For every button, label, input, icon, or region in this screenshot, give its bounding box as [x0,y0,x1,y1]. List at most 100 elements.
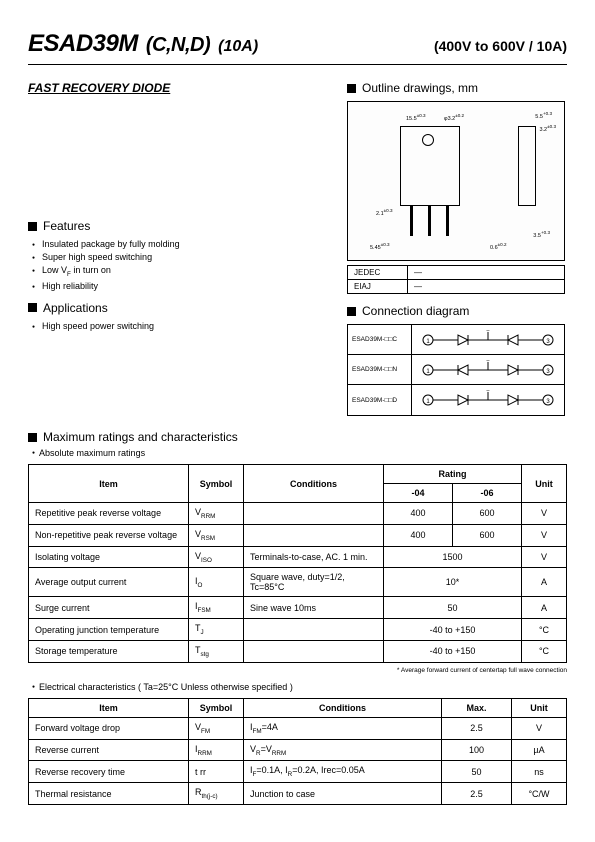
cell: IO [189,568,244,597]
diode-common-cathode-icon: 1 ② 3 [418,330,558,350]
cell: Non-repetitive peak reverse voltage [29,524,189,546]
cell [244,619,384,641]
col-symbol: Symbol [189,698,244,717]
variants: (C,N,D) [146,34,210,57]
cell: IFM=4A [244,717,442,739]
dimension: 0.6±0.2 [490,242,507,251]
title-row: ESAD39M (C,N,D) (10A) (400V to 600V / 10… [28,30,567,58]
square-bullet-icon [28,222,37,231]
svg-text:②: ② [485,360,490,363]
cell: 50 [442,761,512,783]
cell: V [522,546,567,568]
features-label: Features [43,219,90,233]
col-unit: Unit [522,465,567,503]
cell: 600 [452,503,521,525]
category-heading: FAST RECOVERY DIODE [28,81,333,95]
connection-label: Connection diagram [362,304,469,318]
std-value: — [408,266,565,280]
cell: 600 [452,524,521,546]
features-heading: Features [28,219,333,233]
conn-schematic: 1 ② 3 [412,360,564,380]
standards-table: JEDEC— EIAJ— [347,265,565,294]
cell: Square wave, duty=1/2, Tc=85°C [244,568,384,597]
std-name: EIAJ [348,280,408,294]
col-conditions: Conditions [244,465,384,503]
svg-text:3: 3 [546,369,550,375]
current-suffix: (10A) [218,38,258,56]
dimension: 5.5+0.3 [535,111,552,120]
cell: Thermal resistance [29,783,189,805]
cell: -40 to +150 [384,640,522,662]
col-symbol: Symbol [189,465,244,503]
applications-list: High speed power switching [28,321,333,331]
features-list: Insulated package by fully molding Super… [28,239,333,291]
package-lead [410,206,413,236]
dimension: 3.2±0.3 [539,124,556,133]
col-max: Max. [442,698,512,717]
conn-label: ESAD39M-□□N [348,355,412,384]
table-header-row: Item Symbol Conditions Max. Unit [29,698,567,717]
cell: µA [512,739,567,761]
upper-columns: FAST RECOVERY DIODE Features Insulated p… [28,81,567,416]
col-rating: Rating [384,465,522,484]
outline-label: Outline drawings, mm [362,81,478,95]
cell: A [522,568,567,597]
table-row: Reverse current IRRM VR=VRRM 100 µA [29,739,567,761]
abs-max-note: Absolute maximum ratings [28,448,567,458]
outline-heading: Outline drawings, mm [347,81,567,95]
cell: Storage temperature [29,640,189,662]
square-bullet-icon [28,303,37,312]
max-ratings-heading: Maximum ratings and characteristics [28,430,567,444]
voltage-range: (400V to 600V / 10A) [434,38,567,54]
cell: 50 [384,597,522,619]
part-number: ESAD39M [28,30,138,58]
cell: Sine wave 10ms [244,597,384,619]
table-row: Isolating voltage VISO Terminals-to-case… [29,546,567,568]
dimension: φ3.2±0.2 [444,113,464,122]
cell [244,524,384,546]
list-item: High reliability [32,281,333,291]
table-row: Non-repetitive peak reverse voltage VRSM… [29,524,567,546]
left-column: FAST RECOVERY DIODE Features Insulated p… [28,81,333,416]
cell: VRRM [189,503,244,525]
dimension: 5.45±0.3 [370,242,390,251]
table-row: Operating junction temperature TJ -40 to… [29,619,567,641]
std-value: — [408,280,565,294]
table-row: ESAD39M-□□C 1 ② 3 [348,325,564,355]
cell: VRSM [189,524,244,546]
cell: VISO [189,546,244,568]
cell: Terminals-to-case, AC. 1 min. [244,546,384,568]
svg-text:②: ② [485,330,490,333]
col-item: Item [29,465,189,503]
table-row: Surge current IFSM Sine wave 10ms 50 A [29,597,567,619]
cell: Rth(j-c) [189,783,244,805]
table-header-row: Item Symbol Conditions Rating Unit [29,465,567,484]
cell: Tstg [189,640,244,662]
cell: Isolating voltage [29,546,189,568]
cell: °C [522,619,567,641]
table-row: ESAD39M-□□D 1 ② 3 [348,385,564,415]
diode-common-anode-icon: 1 ② 3 [418,360,558,380]
applications-label: Applications [43,301,108,315]
table-row: Thermal resistance Rth(j-c) Junction to … [29,783,567,805]
cell: Average output current [29,568,189,597]
list-item: High speed power switching [32,321,333,331]
square-bullet-icon [347,307,356,316]
package-hole [422,134,434,146]
svg-text:3: 3 [546,339,550,345]
cell: 100 [442,739,512,761]
square-bullet-icon [347,84,356,93]
list-item: Low VF in turn on [32,265,333,278]
cell: IF=0.1A, IR=0.2A, Irec=0.05A [244,761,442,783]
cell [244,503,384,525]
elec-char-note: Electrical characteristics ( Ta=25°C Unl… [28,682,567,692]
cell: 2.5 [442,717,512,739]
electrical-table: Item Symbol Conditions Max. Unit Forward… [28,698,567,805]
cell: 2.5 [442,783,512,805]
cell: TJ [189,619,244,641]
dimension: 2.1±0.3 [376,208,393,217]
col-item: Item [29,698,189,717]
cell: -40 to +150 [384,619,522,641]
cell: Reverse recovery time [29,761,189,783]
table-row: EIAJ— [348,280,565,294]
